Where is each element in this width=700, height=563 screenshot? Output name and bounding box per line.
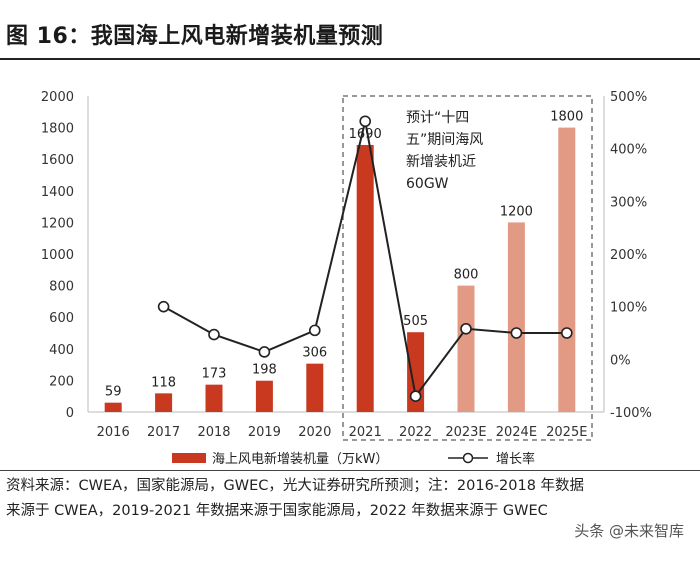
x-axis-tick-label: 2021 [349, 425, 382, 440]
x-axis-tick-label: 2019 [248, 425, 281, 440]
title-divider [0, 58, 700, 60]
x-axis-tick-label: 2024E [496, 425, 537, 440]
x-axis-tick-label: 2022 [399, 425, 432, 440]
left-axis-tick-label: 400 [49, 343, 74, 358]
right-axis-tick-label: 100% [610, 301, 647, 316]
bar [558, 127, 576, 412]
growth-rate-point [409, 390, 422, 403]
legend-bar-label: 海上风电新增装机量（万kW） [212, 451, 388, 467]
left-axis-tick-label: 1400 [41, 185, 74, 200]
bar [457, 285, 475, 412]
bar [507, 222, 525, 412]
x-axis-tick-label: 2023E [445, 425, 486, 440]
growth-rate-point [560, 327, 573, 339]
left-axis-tick-label: 600 [49, 311, 74, 326]
chart: 0 200 400 600 800 1000 1200 1400 1600 1800 2000 -10… [41, 90, 652, 467]
legend-line-marker [462, 452, 474, 464]
bar-value-label: 118 [151, 375, 176, 390]
bar [104, 402, 122, 412]
bar [155, 393, 173, 412]
x-axis-tick-label: 2016 [97, 425, 130, 440]
right-axis-tick-label: 400% [610, 143, 647, 158]
right-axis-tick-label: 200% [610, 248, 647, 263]
watermark: 头条 @未来智库 [568, 518, 690, 543]
x-axis-tick-label: 2017 [147, 425, 180, 440]
forecast-annotation-line: 新增装机近 [406, 154, 476, 170]
x-axis-tick-label: 2018 [197, 425, 230, 440]
left-axis-tick-label: 0 [66, 406, 74, 421]
source-line-2: 来源于 CWEA，2019-2021 年数据来源于国家能源局，2022 年数据来… [6, 503, 548, 519]
bar-value-label: 1200 [500, 204, 533, 219]
x-axis-tick-label: 2020 [298, 425, 331, 440]
growth-rate-point [460, 322, 472, 335]
source-divider [0, 470, 700, 471]
left-axis-tick-label: 200 [49, 374, 74, 389]
bar-value-label: 198 [252, 363, 277, 378]
left-axis-tick-label: 800 [49, 280, 74, 295]
left-axis-tick-label: 1000 [41, 248, 74, 263]
right-axis-tick-label: 300% [610, 195, 647, 210]
bar [205, 384, 223, 412]
right-axis-tick-label: 500% [610, 90, 647, 105]
growth-rate-point [510, 327, 523, 339]
source-note: 资料来源：CWEA，国家能源局，GWEC，光大证券研究所预测；注：2016-20… [6, 474, 696, 524]
forecast-annotation-line: 五”期间海风 [406, 132, 483, 148]
bar-value-label: 173 [202, 367, 227, 382]
growth-rate-point [208, 328, 220, 341]
x-axis-tick-label: 2025E [546, 425, 587, 440]
bar-value-label: 1800 [550, 110, 583, 125]
page-title: 图 16：我国海上风电新增装机量预测 [6, 24, 384, 49]
legend-line-label: 增长率 [496, 451, 535, 467]
right-axis-tick-label: -100% [610, 406, 652, 421]
bar [356, 144, 374, 413]
growth-rate-point [157, 300, 170, 313]
legend-bar-swatch [172, 453, 206, 463]
growth-rate-point [258, 346, 271, 358]
left-axis-tick-label: 1600 [41, 153, 74, 168]
bar [306, 363, 324, 412]
right-axis-tick-label: 0% [610, 353, 631, 368]
bar [255, 380, 273, 412]
growth-rate-point [359, 115, 372, 128]
left-axis-tick-label: 1800 [41, 122, 74, 137]
bar-value-label: 800 [454, 268, 479, 283]
forecast-annotation-line: 预计“十四 [406, 110, 469, 126]
left-axis-tick-label: 1200 [41, 216, 74, 231]
bar-value-label: 505 [403, 314, 428, 329]
left-axis-tick-label: 2000 [41, 90, 74, 105]
bar-value-label: 59 [105, 385, 122, 400]
growth-rate-point [308, 324, 321, 337]
source-line-1: 资料来源：CWEA，国家能源局，GWEC，光大证券研究所预测；注：2016-20… [6, 478, 585, 494]
forecast-annotation-line: 60GW [406, 176, 449, 192]
bar-value-label: 1690 [349, 127, 382, 142]
bar-value-label: 306 [302, 346, 327, 361]
